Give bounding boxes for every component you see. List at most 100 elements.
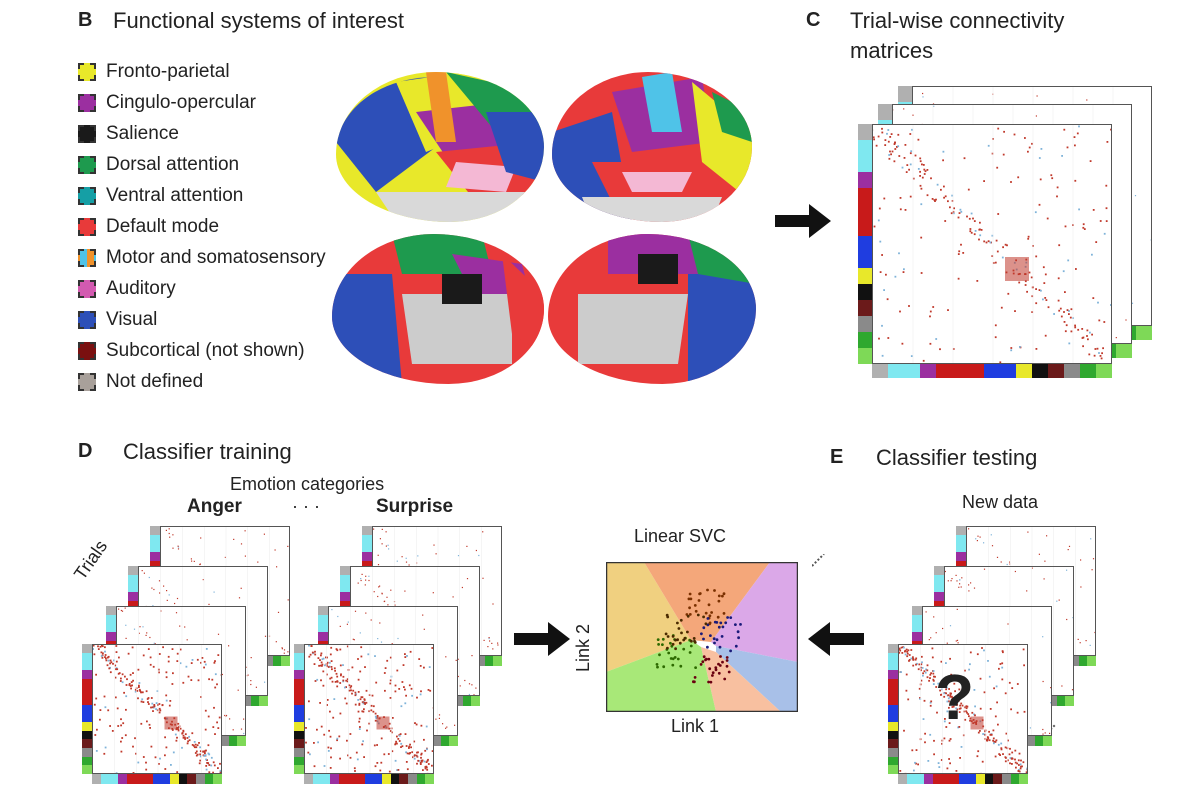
svc-point (717, 625, 721, 629)
svc-point (688, 606, 691, 610)
matrix-cells (93, 645, 221, 773)
network-color-segment (912, 623, 922, 633)
svc-point (661, 643, 664, 646)
svc-point (667, 651, 671, 655)
network-color-segment (242, 696, 251, 706)
network-color-segment (1019, 774, 1029, 784)
brain-right-lateral-regions (552, 72, 752, 222)
network-color-segment (984, 364, 1000, 378)
network-color-segment (888, 652, 898, 662)
svc-point (666, 646, 669, 650)
network-color-segment (958, 774, 968, 784)
network-color-segment (82, 704, 92, 714)
svc-point (687, 597, 691, 601)
network-color-segment (1043, 736, 1053, 746)
network-color-segment (1002, 774, 1011, 784)
network-color-segment (888, 644, 898, 653)
category-anger: Anger (187, 496, 242, 517)
network-color-segment (888, 756, 898, 766)
matrix-cells (305, 645, 433, 773)
trials-label: Trials (70, 536, 112, 584)
legend-label: Ventral attention (106, 185, 244, 206)
svc-point (688, 613, 692, 616)
network-color-segment (888, 765, 898, 775)
legend-item: Fronto-parietal (78, 60, 230, 84)
svc-point (734, 623, 737, 626)
svc-point (713, 620, 717, 624)
network-color-segment (106, 606, 116, 615)
network-color-segment (462, 696, 472, 706)
network-color-segment (82, 739, 92, 749)
network-color-segment (932, 774, 942, 784)
svc-point (704, 611, 708, 615)
network-color-segment (144, 774, 153, 784)
network-color-segment (294, 687, 304, 697)
svc-point (737, 636, 740, 640)
svc-point (719, 621, 723, 625)
network-color-segment (888, 722, 898, 731)
svc-ylabel: Link 2 (573, 623, 593, 672)
emotion-categories-label: Emotion categories (230, 474, 385, 494)
network-color-segment (858, 124, 872, 140)
panel-e-title: Classifier testing (876, 445, 1038, 470)
network-color-segment (952, 364, 968, 378)
legend-swatch (78, 63, 96, 81)
svc-point (692, 637, 696, 640)
network-color-segment (950, 774, 959, 784)
matrix-row-color-bar (888, 644, 898, 775)
network-color-segment (425, 774, 435, 784)
network-color-segment (936, 364, 952, 378)
network-color-segment (294, 696, 304, 705)
brain-left-medial (332, 234, 544, 384)
matrix-row-color-bar (294, 644, 304, 775)
network-color-segment (906, 774, 916, 784)
network-color-segment (888, 704, 898, 714)
network-color-segment (956, 552, 966, 561)
network-color-segment (82, 756, 92, 766)
network-color-segment (364, 774, 374, 784)
legend-swatch (78, 156, 96, 174)
panel-e-letter: E (830, 446, 844, 468)
network-color-segment (294, 756, 304, 766)
network-color-segment (312, 774, 322, 784)
network-color-segment (294, 765, 304, 775)
svc-point (725, 659, 729, 662)
network-color-segment (956, 560, 966, 570)
network-color-segment (294, 661, 304, 671)
svc-point (701, 660, 705, 664)
network-color-segment (100, 774, 110, 784)
svc-point (713, 641, 716, 645)
matrix-column-color-bar (898, 774, 1029, 784)
svc-point (718, 664, 722, 667)
network-color-segment (912, 632, 922, 641)
network-color-segment (128, 574, 138, 584)
svc-point (682, 638, 686, 642)
network-color-segment (318, 623, 328, 633)
network-color-segment (82, 652, 92, 662)
svc-point (702, 655, 706, 659)
svc-point (689, 597, 693, 601)
svc-point (711, 674, 714, 677)
network-color-segment (128, 583, 138, 593)
svc-point (708, 621, 712, 625)
svc-point (706, 645, 709, 649)
svc-point (717, 594, 721, 598)
network-color-segment (1070, 656, 1079, 666)
network-color-segment (1096, 364, 1112, 378)
network-color-segment (915, 774, 925, 784)
svc-point (726, 616, 729, 619)
network-color-segment (196, 774, 205, 784)
network-color-segment (449, 736, 459, 746)
svc-point (717, 599, 721, 603)
svc-point (664, 632, 668, 636)
network-color-segment (454, 696, 463, 706)
network-color-segment (993, 774, 1003, 784)
svc-point (727, 670, 731, 674)
svc-point (679, 664, 683, 668)
network-color-segment (118, 774, 127, 784)
network-color-segment (912, 614, 922, 624)
network-color-segment (416, 774, 426, 784)
network-color-segment (362, 552, 372, 561)
network-color-segment (321, 774, 331, 784)
network-color-segment (399, 774, 409, 784)
